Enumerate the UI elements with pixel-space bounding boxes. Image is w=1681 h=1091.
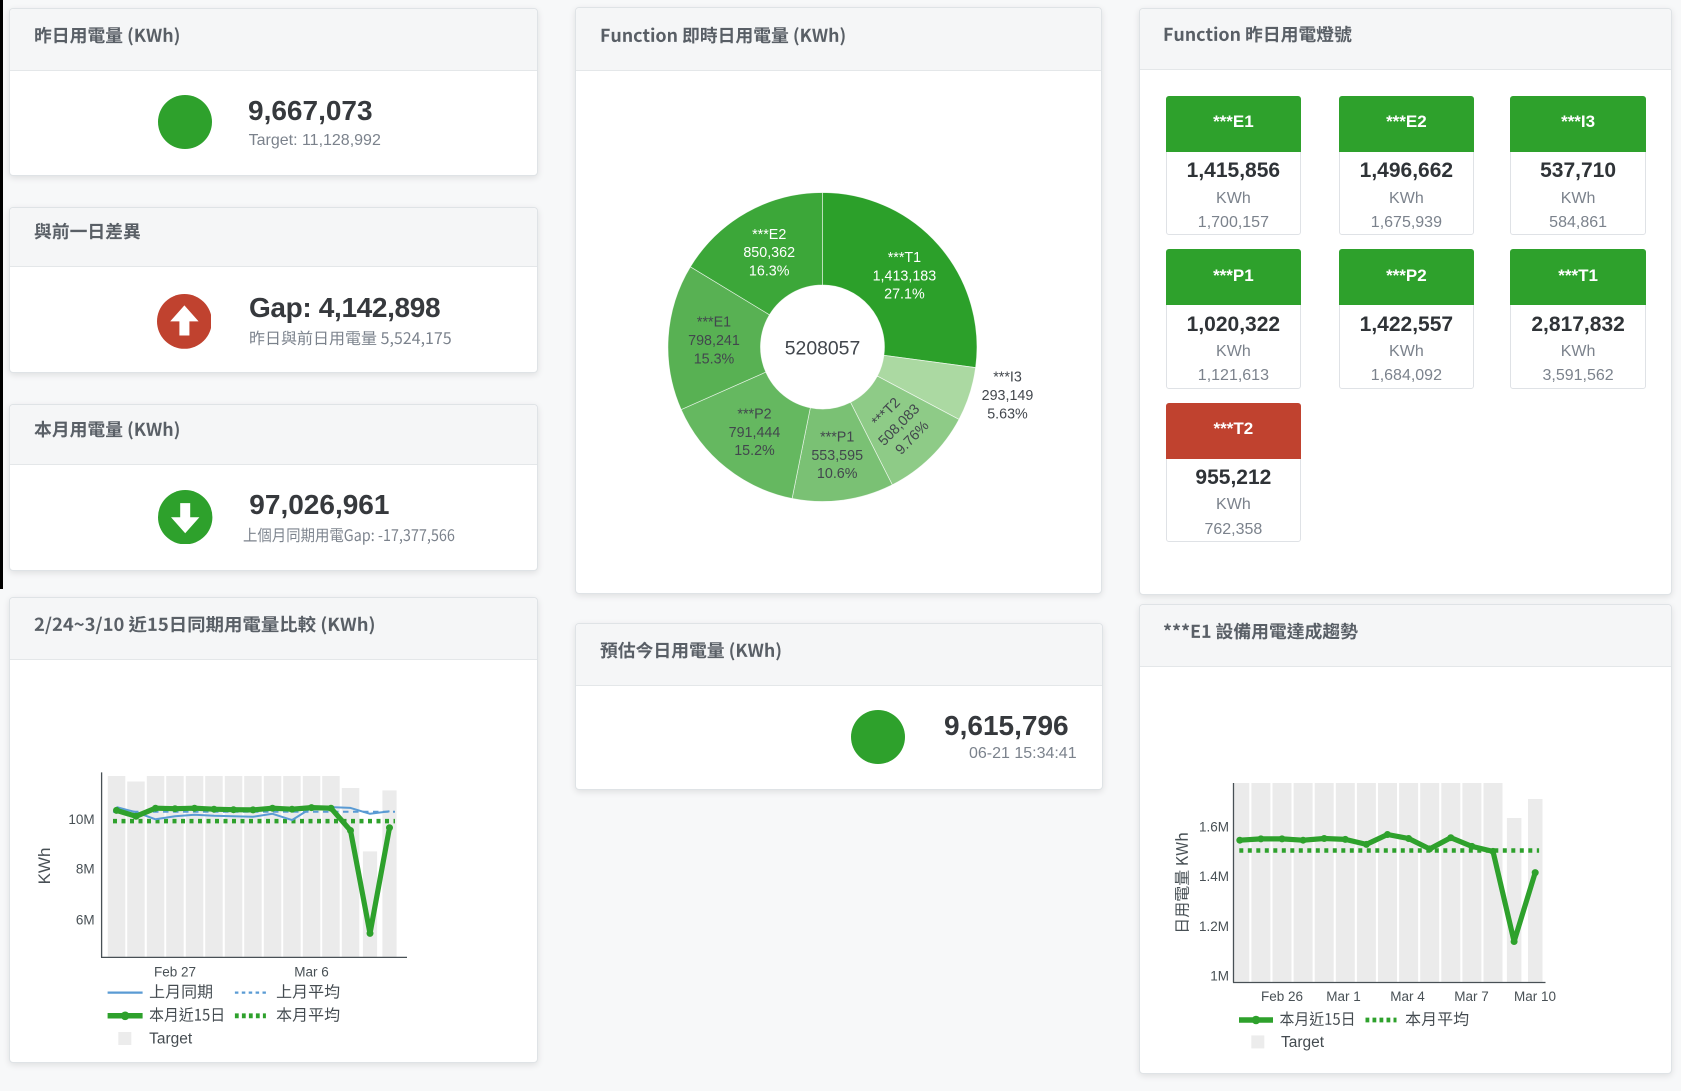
svg-text:Feb 26: Feb 26 <box>1260 989 1302 1004</box>
svg-text:1.6M: 1.6M <box>1198 819 1228 834</box>
svg-text:Mar 7: Mar 7 <box>1454 989 1489 1004</box>
svg-text:798,241: 798,241 <box>688 333 740 349</box>
svg-text:Target: Target <box>1281 1034 1325 1051</box>
svg-text:***P1: ***P1 <box>820 430 854 446</box>
svg-text:553,595: 553,595 <box>811 448 863 464</box>
svg-text:10.6%: 10.6% <box>817 466 858 482</box>
svg-text:1.4M: 1.4M <box>1198 869 1228 884</box>
svg-text:Mar 6: Mar 6 <box>294 964 329 979</box>
svg-text:15.3%: 15.3% <box>694 351 735 367</box>
svg-text:16.3%: 16.3% <box>749 264 790 280</box>
svg-text:Mar 1: Mar 1 <box>1326 989 1361 1004</box>
svg-text:***P2: ***P2 <box>737 407 771 423</box>
svg-text:5.63%: 5.63% <box>987 407 1028 423</box>
svg-text:***T1: ***T1 <box>888 250 921 266</box>
svg-text:Target: Target <box>149 1030 193 1047</box>
svg-text:6M: 6M <box>76 912 95 927</box>
svg-text:791,444: 791,444 <box>729 425 781 441</box>
svg-text:1,413,183: 1,413,183 <box>873 268 937 284</box>
svg-text:***E2: ***E2 <box>752 227 786 243</box>
svg-text:15.2%: 15.2% <box>734 443 775 459</box>
svg-text:KWh: KWh <box>35 847 54 884</box>
svg-text:10M: 10M <box>68 812 94 827</box>
svg-text:1M: 1M <box>1210 969 1229 984</box>
svg-text:8M: 8M <box>76 861 95 876</box>
svg-text:***I3: ***I3 <box>993 370 1022 386</box>
svg-text:Mar 10: Mar 10 <box>1513 989 1555 1004</box>
svg-text:27.1%: 27.1% <box>884 287 925 303</box>
svg-text:***E1: ***E1 <box>697 315 731 331</box>
svg-text:1.2M: 1.2M <box>1198 919 1228 934</box>
svg-text:850,362: 850,362 <box>743 245 795 261</box>
svg-text:293,149: 293,149 <box>982 388 1034 404</box>
svg-text:Mar 4: Mar 4 <box>1390 989 1425 1004</box>
svg-text:5208057: 5208057 <box>785 338 861 360</box>
svg-text:Feb 27: Feb 27 <box>154 964 196 979</box>
